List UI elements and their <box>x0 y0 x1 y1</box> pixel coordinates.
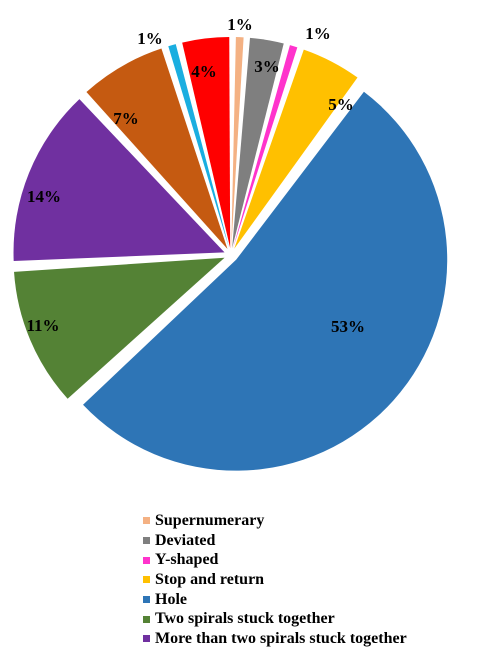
legend-label: Hole <box>155 590 187 608</box>
pie-slice <box>14 257 225 399</box>
legend-swatch <box>143 517 150 525</box>
pie-slice <box>231 37 244 249</box>
legend-swatch <box>143 537 150 545</box>
pie-slice <box>232 37 284 249</box>
legend-item: Hole <box>143 590 407 610</box>
chart-legend: Supernumerary Deviated Y-shaped Stop and re… <box>143 511 407 649</box>
legend-label: Two spirals stuck together <box>155 610 335 628</box>
pie-slice <box>86 48 228 249</box>
legend-label: More than two spirals stuck together <box>155 629 407 647</box>
legend-swatch <box>143 556 150 564</box>
data-label: 1% <box>227 15 253 34</box>
data-label: 7% <box>113 109 139 128</box>
legend-item: Two spirals stuck together <box>143 609 407 629</box>
legend-label: Y-shaped <box>155 551 219 569</box>
data-label: 14% <box>27 187 61 206</box>
legend-swatch <box>143 635 150 643</box>
data-label: 53% <box>331 317 365 336</box>
data-label: 11% <box>26 316 59 335</box>
pie-slice <box>83 91 448 471</box>
pie-slice <box>234 49 358 249</box>
legend-label: Supernumerary <box>155 511 265 529</box>
legend-swatch <box>143 596 150 604</box>
pie-slice <box>233 45 298 249</box>
legend-label: Deviated <box>155 531 216 549</box>
data-label: 1% <box>305 24 331 43</box>
data-label: 3% <box>254 57 280 76</box>
pie-slice <box>182 37 231 249</box>
data-label: 4% <box>191 62 217 81</box>
legend-swatch <box>143 615 150 623</box>
legend-label: Stop and return <box>155 570 265 588</box>
pie-data-labels: 1% 3% 1% 5% 53% 11% 14% 7% 1% 4% <box>26 15 365 336</box>
data-label: 1% <box>137 29 163 48</box>
data-label: 5% <box>328 95 354 114</box>
legend-item: Supernumerary <box>143 511 407 531</box>
pie-slice <box>13 99 225 262</box>
pie-slices <box>13 37 448 471</box>
pie-chart: 1% 3% 1% 5% 53% 11% 14% 7% 1% 4% <box>13 15 448 471</box>
legend-item: Y-shaped <box>143 550 407 570</box>
pie-slice <box>168 44 230 249</box>
legend-item: More than two spirals stuck together <box>143 629 407 649</box>
legend-swatch <box>143 576 150 584</box>
legend-item: Deviated <box>143 531 407 551</box>
legend-item: Stop and return <box>143 570 407 590</box>
